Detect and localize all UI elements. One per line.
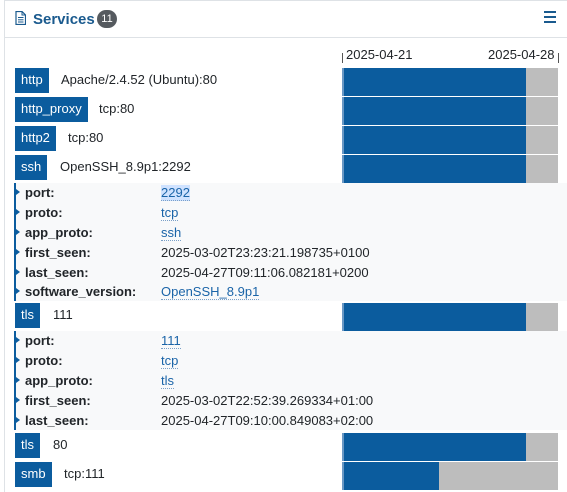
detail-row-app-proto: app_proto: ssh bbox=[16, 223, 556, 243]
detail-value-port[interactable]: 2292 bbox=[161, 185, 190, 201]
service-row-ssh[interactable]: ssh OpenSSH_8.9p1:2292 bbox=[5, 155, 567, 183]
timeline-start-tick bbox=[342, 53, 343, 63]
timeline-end-date: 2025-04-28 bbox=[488, 47, 555, 62]
coverage-bar bbox=[342, 303, 558, 331]
service-badge[interactable]: smb bbox=[15, 462, 52, 487]
detail-key: last_seen: bbox=[16, 265, 89, 280]
detail-row-first-seen: first_seen: 2025-03-02T23:23:21.198735+0… bbox=[16, 243, 556, 263]
service-badge[interactable]: tls bbox=[15, 303, 40, 328]
coverage-bar bbox=[342, 126, 558, 154]
detail-value-proto[interactable]: tcp bbox=[161, 205, 179, 221]
coverage-fill bbox=[342, 303, 526, 331]
service-row-http[interactable]: http Apache/2.4.52 (Ubuntu):80 bbox=[5, 68, 567, 96]
timeline-end-tick bbox=[558, 53, 559, 63]
detail-key: proto: bbox=[16, 205, 63, 220]
hamburger-menu-icon[interactable] bbox=[544, 11, 556, 23]
detail-row-app-proto: app_proto: tls bbox=[16, 371, 556, 391]
detail-row-first-seen: first_seen: 2025-03-02T22:52:39.269334+0… bbox=[16, 391, 556, 411]
detail-key: first_seen: bbox=[16, 393, 91, 408]
service-details-ssh: port: 2292 proto: tcp app_proto: ssh fir… bbox=[14, 183, 567, 301]
service-badge[interactable]: http_proxy bbox=[15, 97, 88, 122]
detail-key: port: bbox=[16, 333, 55, 348]
coverage-fill bbox=[342, 462, 440, 490]
detail-value-first-seen: 2025-03-02T22:52:39.269334+01:00 bbox=[161, 393, 374, 408]
coverage-start-marker bbox=[342, 68, 344, 96]
service-row-smb[interactable]: smb tcp:111 bbox=[5, 462, 567, 490]
service-row-tls-80[interactable]: tls 80 bbox=[5, 433, 567, 461]
detail-key: first_seen: bbox=[16, 245, 91, 260]
detail-value-port[interactable]: 111 bbox=[161, 333, 181, 349]
detail-value-last-seen: 2025-04-27T09:11:06.082181+0200 bbox=[161, 265, 369, 280]
detail-value-proto[interactable]: tcp bbox=[161, 353, 179, 369]
detail-value-app-proto[interactable]: tls bbox=[161, 373, 174, 389]
coverage-start-marker bbox=[342, 462, 344, 490]
service-badge[interactable]: tls bbox=[15, 433, 40, 458]
service-row-tls-111[interactable]: tls 111 bbox=[5, 303, 567, 331]
coverage-bar bbox=[342, 462, 558, 490]
service-row-http2[interactable]: http2 tcp:80 bbox=[5, 126, 567, 154]
coverage-start-marker bbox=[342, 433, 344, 461]
document-icon bbox=[15, 11, 26, 25]
service-badge[interactable]: http2 bbox=[15, 126, 56, 151]
timeline-start-date: 2025-04-21 bbox=[346, 47, 413, 62]
coverage-fill bbox=[342, 68, 526, 96]
service-details-tls: port: 111 proto: tcp app_proto: tls firs… bbox=[14, 331, 567, 430]
service-row-http-proxy[interactable]: http_proxy tcp:80 bbox=[5, 97, 567, 125]
coverage-fill bbox=[342, 97, 526, 125]
coverage-start-marker bbox=[342, 97, 344, 125]
service-label: 111 bbox=[53, 307, 73, 322]
detail-row-software-version: software_version: OpenSSH_8.9p1 bbox=[15, 282, 556, 302]
service-label: tcp:80 bbox=[99, 101, 135, 116]
coverage-fill bbox=[342, 155, 526, 183]
services-panel: Services 11 2025-04-21 2025-04-28 http A… bbox=[4, 0, 567, 492]
detail-value-last-seen: 2025-04-27T09:10:00.849083+02:00 bbox=[161, 413, 374, 428]
coverage-bar bbox=[342, 68, 558, 96]
coverage-start-marker bbox=[342, 155, 344, 183]
detail-row-proto: proto: tcp bbox=[16, 351, 556, 371]
detail-row-port: port: 111 bbox=[16, 331, 556, 351]
detail-key: proto: bbox=[16, 353, 63, 368]
detail-row-last-seen: last_seen: 2025-04-27T09:10:00.849083+02… bbox=[16, 411, 556, 431]
services-count-badge: 11 bbox=[97, 10, 117, 28]
service-badge[interactable]: ssh bbox=[15, 155, 48, 180]
detail-value-software-version[interactable]: OpenSSH_8.9p1 bbox=[161, 284, 260, 300]
coverage-bar bbox=[342, 97, 558, 125]
panel-title: Services bbox=[33, 11, 95, 28]
coverage-fill bbox=[342, 126, 526, 154]
panel-header: Services 11 bbox=[5, 1, 567, 38]
service-label: tcp:80 bbox=[68, 130, 104, 145]
detail-key: last_seen: bbox=[16, 413, 89, 428]
coverage-fill bbox=[342, 433, 526, 461]
coverage-start-marker bbox=[342, 126, 344, 154]
service-label: OpenSSH_8.9p1:2292 bbox=[60, 159, 191, 174]
detail-key: app_proto: bbox=[16, 373, 93, 388]
detail-value-app-proto[interactable]: ssh bbox=[161, 225, 182, 241]
service-badge[interactable]: http bbox=[15, 68, 49, 93]
service-label: Apache/2.4.52 (Ubuntu):80 bbox=[61, 72, 218, 87]
detail-row-port: port: 2292 bbox=[16, 183, 556, 203]
detail-value-first-seen: 2025-03-02T23:23:21.198735+0100 bbox=[161, 245, 370, 260]
detail-key: app_proto: bbox=[16, 225, 93, 240]
detail-key: software_version: bbox=[15, 284, 137, 299]
detail-key: port: bbox=[16, 185, 55, 200]
service-label: 80 bbox=[53, 437, 68, 452]
coverage-start-marker bbox=[342, 303, 344, 331]
service-label: tcp:111 bbox=[64, 466, 105, 481]
coverage-bar bbox=[342, 155, 558, 183]
coverage-bar bbox=[342, 433, 558, 461]
detail-row-last-seen: last_seen: 2025-04-27T09:11:06.082181+02… bbox=[16, 263, 556, 283]
detail-row-proto: proto: tcp bbox=[16, 203, 556, 223]
